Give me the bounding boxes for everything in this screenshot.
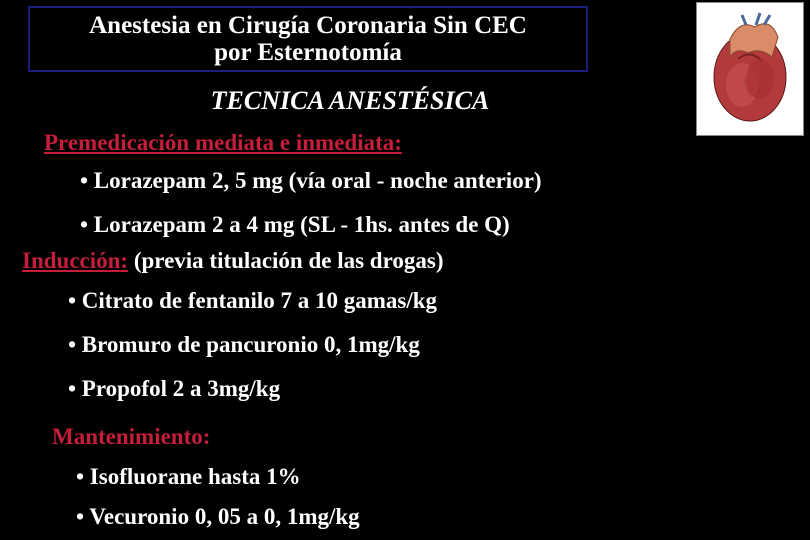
subtitle: TECNICA ANESTÉSICA <box>0 86 700 116</box>
bullet-propofol: • Propofol 2 a 3mg/kg <box>68 376 280 402</box>
bullet-pancuronio: • Bromuro de pancuronio 0, 1mg/kg <box>68 332 420 358</box>
title-line2: por Esternotomía <box>214 39 402 67</box>
section-induccion-label: Inducción: <box>22 248 128 273</box>
bullet-fentanilo: • Citrato de fentanilo 7 a 10 gamas/kg <box>68 288 437 314</box>
bullet-lorazepam-oral: • Lorazepam 2, 5 mg (vía oral - noche an… <box>80 168 542 194</box>
bullet-lorazepam-sl: • Lorazepam 2 a 4 mg (SL - 1hs. antes de… <box>80 212 510 238</box>
title-line1: Anestesia en Cirugía Coronaria Sin CEC <box>89 12 527 40</box>
title-box: Anestesia en Cirugía Coronaria Sin CEC p… <box>28 6 588 72</box>
bullet-isofluorane: • Isofluorane hasta 1% <box>76 464 301 490</box>
section-induccion-row: Inducción: (previa titulación de las dro… <box>22 248 444 274</box>
heart-illustration <box>696 2 804 136</box>
heart-icon <box>700 7 800 131</box>
bullet-vecuronio: • Vecuronio 0, 05 a 0, 1mg/kg <box>76 504 360 530</box>
section-mantenimiento-label: Mantenimiento: <box>52 424 210 450</box>
section-induccion-suffix: (previa titulación de las drogas) <box>128 248 443 273</box>
section-premedicacion-label: Premedicación mediata e inmediata: <box>44 130 402 156</box>
